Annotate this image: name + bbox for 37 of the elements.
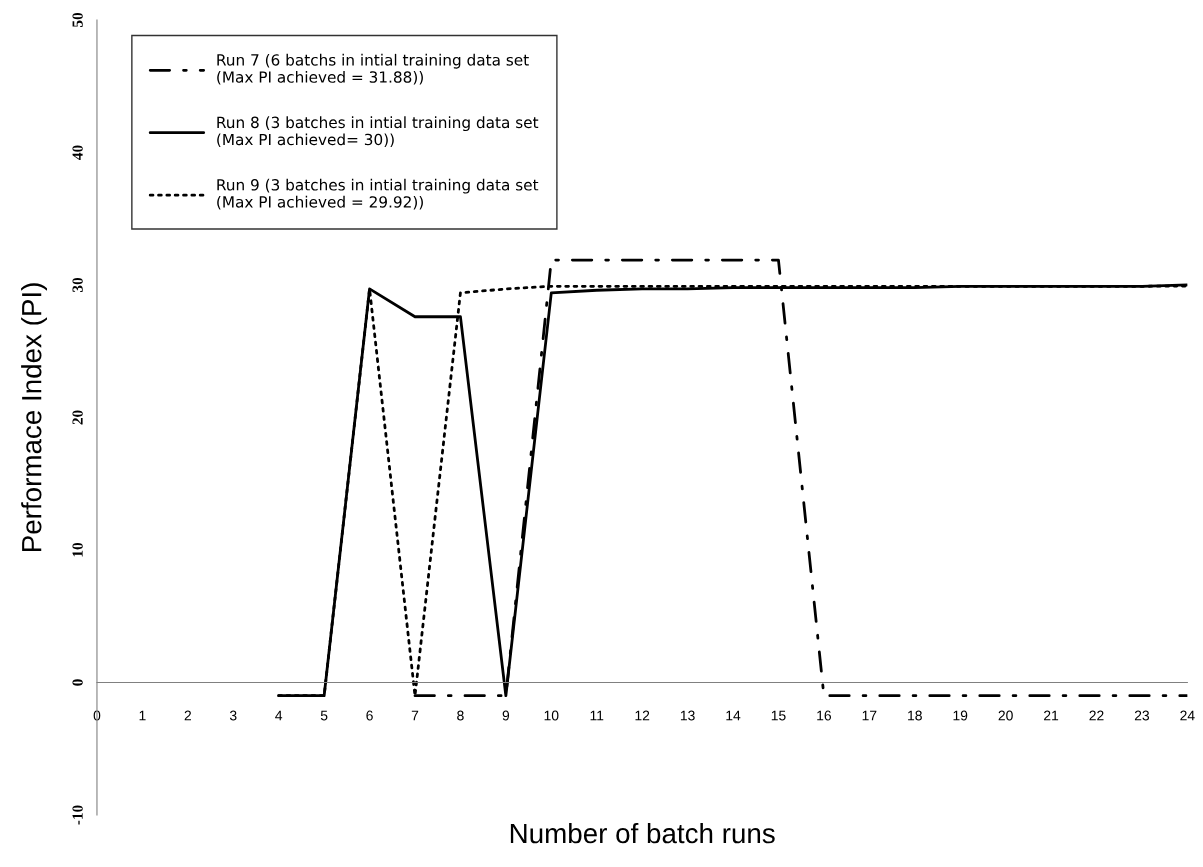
y-tick-label: 10 bbox=[72, 542, 83, 557]
x-tick-label: 6 bbox=[366, 710, 373, 721]
y-tick-label: 50 bbox=[72, 12, 83, 27]
x-tick-label: 16 bbox=[817, 710, 832, 721]
x-axis-title: Number of batch runs bbox=[510, 822, 775, 844]
x-tick-label: 23 bbox=[1134, 710, 1150, 721]
x-tick-label: 0 bbox=[93, 710, 101, 721]
y-tick-label: 20 bbox=[72, 410, 83, 425]
x-tick-label: 17 bbox=[862, 710, 877, 721]
x-tick-label: 19 bbox=[953, 710, 968, 721]
x-tick-label: 1 bbox=[139, 710, 146, 721]
x-tick-label: 14 bbox=[726, 710, 741, 721]
x-tick-label: 13 bbox=[680, 710, 695, 721]
y-tick-label: -10 bbox=[72, 805, 83, 825]
y-tick-label: 0 bbox=[72, 679, 83, 686]
x-tick-label: 21 bbox=[1044, 710, 1059, 721]
x-tick-label: 4 bbox=[275, 710, 283, 721]
x-tick-label: 22 bbox=[1089, 710, 1104, 721]
x-tick-label: 2 bbox=[184, 710, 191, 721]
legend-label: Run 7 (6 batchs in intial training data set (Max PI achieved = 31.88)) bbox=[217, 53, 529, 85]
x-tick-label: 9 bbox=[502, 710, 510, 721]
legend-label: Run 8 (3 batches in intial training data set (Max PI achieved= 30)) bbox=[217, 116, 539, 148]
x-tick-label: 10 bbox=[544, 710, 559, 721]
x-tick-label: 11 bbox=[590, 710, 604, 721]
legend-label: Run 9 (3 batches in intial training data set (Max PI achieved = 29.92)) bbox=[217, 178, 539, 210]
x-tick-label: 18 bbox=[908, 710, 922, 721]
x-tick-label: 7 bbox=[411, 710, 419, 721]
x-tick-label: 5 bbox=[320, 710, 328, 721]
y-axis-title: Performace Index (PI) bbox=[21, 283, 47, 552]
x-tick-label: 8 bbox=[457, 710, 464, 721]
x-tick-label: 3 bbox=[229, 710, 237, 721]
y-tick-label: 30 bbox=[72, 277, 83, 293]
x-tick-label: 15 bbox=[771, 710, 786, 721]
x-tick-label: 12 bbox=[635, 710, 650, 721]
y-tick-label: 40 bbox=[72, 145, 83, 160]
x-tick-label: 24 bbox=[1180, 710, 1195, 721]
x-tick-label: 20 bbox=[998, 710, 1013, 721]
